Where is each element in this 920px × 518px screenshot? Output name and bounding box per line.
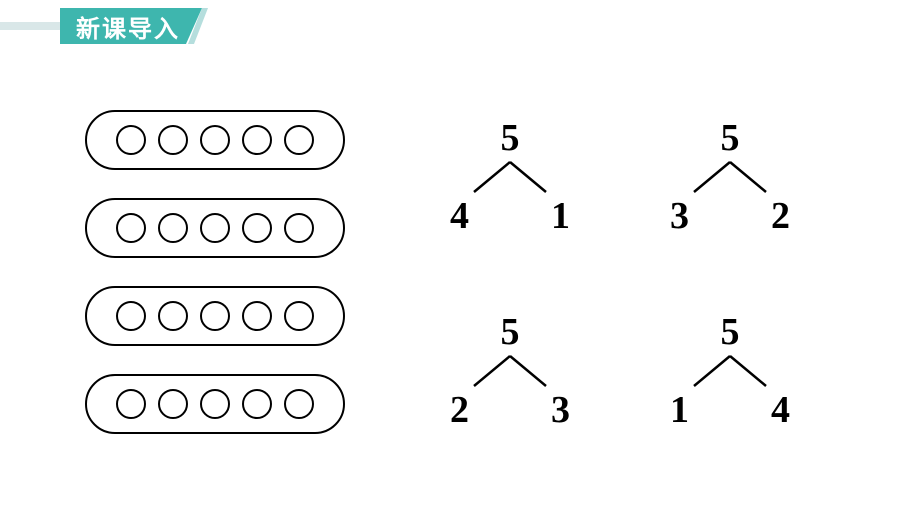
tree-bottom-row: 32 <box>670 194 790 238</box>
circle-icon <box>116 301 146 331</box>
circle-icon <box>242 301 272 331</box>
tree-left-number: 4 <box>450 194 469 238</box>
circle-icon <box>200 213 230 243</box>
capsule-row <box>85 198 345 258</box>
number-tree: 532 <box>650 116 810 240</box>
circle-icon <box>116 125 146 155</box>
tree-left-number: 2 <box>450 388 469 432</box>
circle-icon <box>200 301 230 331</box>
banner-title: 新课导入 <box>60 8 202 44</box>
content-area: 541532523514 <box>0 110 920 434</box>
capsule-row <box>85 374 345 434</box>
tree-right-number: 4 <box>771 388 790 432</box>
circle-icon <box>116 389 146 419</box>
tree-top-number: 5 <box>721 310 740 354</box>
number-tree: 523 <box>430 310 590 434</box>
tree-right-number: 3 <box>551 388 570 432</box>
tree-top-number: 5 <box>501 116 520 160</box>
tree-left-number: 1 <box>670 388 689 432</box>
circle-icon <box>284 125 314 155</box>
circle-icon <box>242 389 272 419</box>
circle-icon <box>158 389 188 419</box>
circle-icon <box>284 213 314 243</box>
circle-icon <box>242 213 272 243</box>
circle-icon <box>116 213 146 243</box>
tree-bottom-row: 14 <box>670 388 790 432</box>
capsule-column <box>0 110 430 434</box>
number-tree: 541 <box>430 116 590 240</box>
circle-icon <box>158 213 188 243</box>
tree-left-number: 3 <box>670 194 689 238</box>
section-banner: 新课导入 <box>0 8 208 44</box>
circle-icon <box>158 125 188 155</box>
number-tree: 514 <box>650 310 810 434</box>
tree-bottom-row: 23 <box>450 388 570 432</box>
tree-branches <box>680 354 780 388</box>
tree-right-number: 2 <box>771 194 790 238</box>
tree-branches <box>680 160 780 194</box>
tree-bottom-row: 41 <box>450 194 570 238</box>
capsule-row <box>85 110 345 170</box>
tree-grid: 541532523514 <box>430 110 920 434</box>
tree-branches <box>460 160 560 194</box>
circle-icon <box>158 301 188 331</box>
circle-icon <box>242 125 272 155</box>
capsule-row <box>85 286 345 346</box>
tree-branches <box>460 354 560 388</box>
tree-top-number: 5 <box>501 310 520 354</box>
tree-top-number: 5 <box>721 116 740 160</box>
circle-icon <box>200 389 230 419</box>
tree-right-number: 1 <box>551 194 570 238</box>
circle-icon <box>284 301 314 331</box>
circle-icon <box>200 125 230 155</box>
circle-icon <box>284 389 314 419</box>
banner-lead-stripe <box>0 22 60 30</box>
